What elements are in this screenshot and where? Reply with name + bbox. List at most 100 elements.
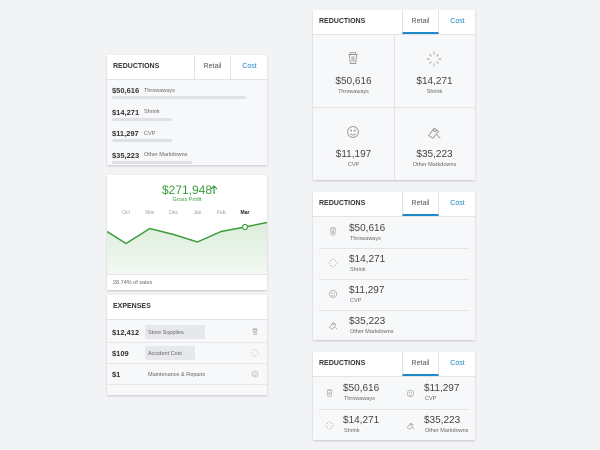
card-title: REDUCTIONS [319,360,366,367]
icon [406,422,415,430]
item-label: Shrink [144,109,160,115]
bar [112,160,192,164]
amount: $271,948 [161,183,213,197]
icon [252,328,258,335]
icon [427,127,441,139]
tab[interactable]: Cost [242,63,257,70]
amount: $14,271 [416,76,453,87]
card-header: REDUCTIONS Retail Cost [313,10,475,35]
line-chart [107,221,267,290]
bar [112,117,172,121]
icon [347,126,359,138]
tab[interactable]: Retail [402,352,439,376]
amount: $50,616 [112,86,140,95]
divider [313,107,475,108]
amount: $35,223 [349,316,386,327]
card-title: EXPENSES [113,303,151,310]
icon [330,227,336,236]
card-header: EXPENSES [107,295,267,320]
point [241,223,249,231]
amount: $1 [112,370,121,379]
amount: $35,223 [416,149,453,160]
tab[interactable]: Cost [450,200,465,207]
month-label: Dec [169,210,179,216]
card: $271,948 Gross Profit Oct Nov Dec Jan Feb Mar 2… [107,175,267,290]
icon [406,389,414,397]
row [107,322,267,343]
line [107,221,267,245]
tab[interactable]: Retail [402,10,439,34]
item-label: Throwaways [344,396,375,402]
item-label: CVP [425,396,437,402]
month-label: Mar [240,210,250,216]
amount: $11,297 [424,383,460,394]
amount: $50,616 [343,383,380,394]
item-label: Shrink [426,89,443,95]
month-label: Oct [122,210,130,216]
divider [319,248,469,249]
tab[interactable]: Retail [194,55,231,79]
card: REDUCTIONS Retail Cost $50,616 Throwaways $14… [313,10,475,180]
card-title: REDUCTIONS [113,63,160,70]
card-header: REDUCTIONS Retail Cost [107,55,267,80]
card-body: $50,616 Throwaways $14,271 Shrink $11,197 CVP… [313,35,475,180]
tab[interactable]: Cost [450,18,465,25]
divider [319,279,469,280]
item-label: Throwaways [144,87,175,94]
arrow-icon [210,185,218,194]
card: EXPENSES $12,412 Store Supplies $109 Acciden… [107,295,267,395]
tab[interactable]: Cost [450,360,465,367]
area [107,222,267,290]
item-label: Throwaways [338,89,369,95]
amount: $11,297 [349,285,385,296]
item-label: Other Markdowns [144,152,188,158]
card-body: $50,616 Throwaways $11,297 CVP $14,271 Shrink… [313,377,475,440]
icon [426,51,442,67]
item-label: CVP [350,298,362,304]
row-label: Maintenance & Repairs [148,371,206,378]
card-header: REDUCTIONS Retail Cost [313,192,475,217]
card-body: $50,616 Throwaways $14,271 Shrink $11,297 CVP… [313,217,475,340]
amount: $35,223 [112,150,140,160]
item-label: Shrink [344,428,360,434]
item-label: CVP [144,130,156,137]
icon [326,388,332,397]
item-label: Other Markdowns [350,329,394,335]
bar [112,96,246,99]
amount: $12,412 [112,328,140,337]
month-label: Jan [193,210,202,216]
row-label: Accident Cost [148,350,182,357]
row [107,364,267,385]
icon [324,420,334,430]
card-body: $12,412 Store Supplies $109 Accident Cost $1… [107,320,267,395]
card-title: REDUCTIONS [319,18,366,25]
item-label: Shrink [350,267,366,273]
month-label: Nov [145,210,155,216]
card: REDUCTIONS Retail Cost $50,616 Throwaways $11… [313,352,475,440]
row-bar [145,325,205,339]
amount: $14,271 [343,415,380,426]
divider [319,409,469,410]
amount: $50,616 [349,223,386,234]
label: Gross Profit [172,197,202,203]
month-label: Feb [216,210,226,216]
item-label: Throwaways [350,236,381,242]
card-title: REDUCTIONS [319,200,366,207]
divider [319,310,469,311]
amount: $50,616 [335,76,372,87]
row [107,343,267,364]
item-label: Other Markdowns [412,162,457,168]
footer-text: 28.74% of sales [113,280,153,286]
footer [107,274,267,290]
amount: $14,271 [349,254,386,265]
tab[interactable]: Retail [402,192,439,216]
icon [329,290,337,298]
amount: $35,223 [424,415,461,426]
item-label: CVP [347,162,360,168]
amount: $11,197 [335,149,372,160]
item-label: Other Markdowns [425,428,469,434]
amount: $14,271 [112,107,140,117]
bar [112,139,172,142]
card-header: REDUCTIONS Retail Cost [313,352,475,377]
amount: $11,297 [112,129,139,138]
